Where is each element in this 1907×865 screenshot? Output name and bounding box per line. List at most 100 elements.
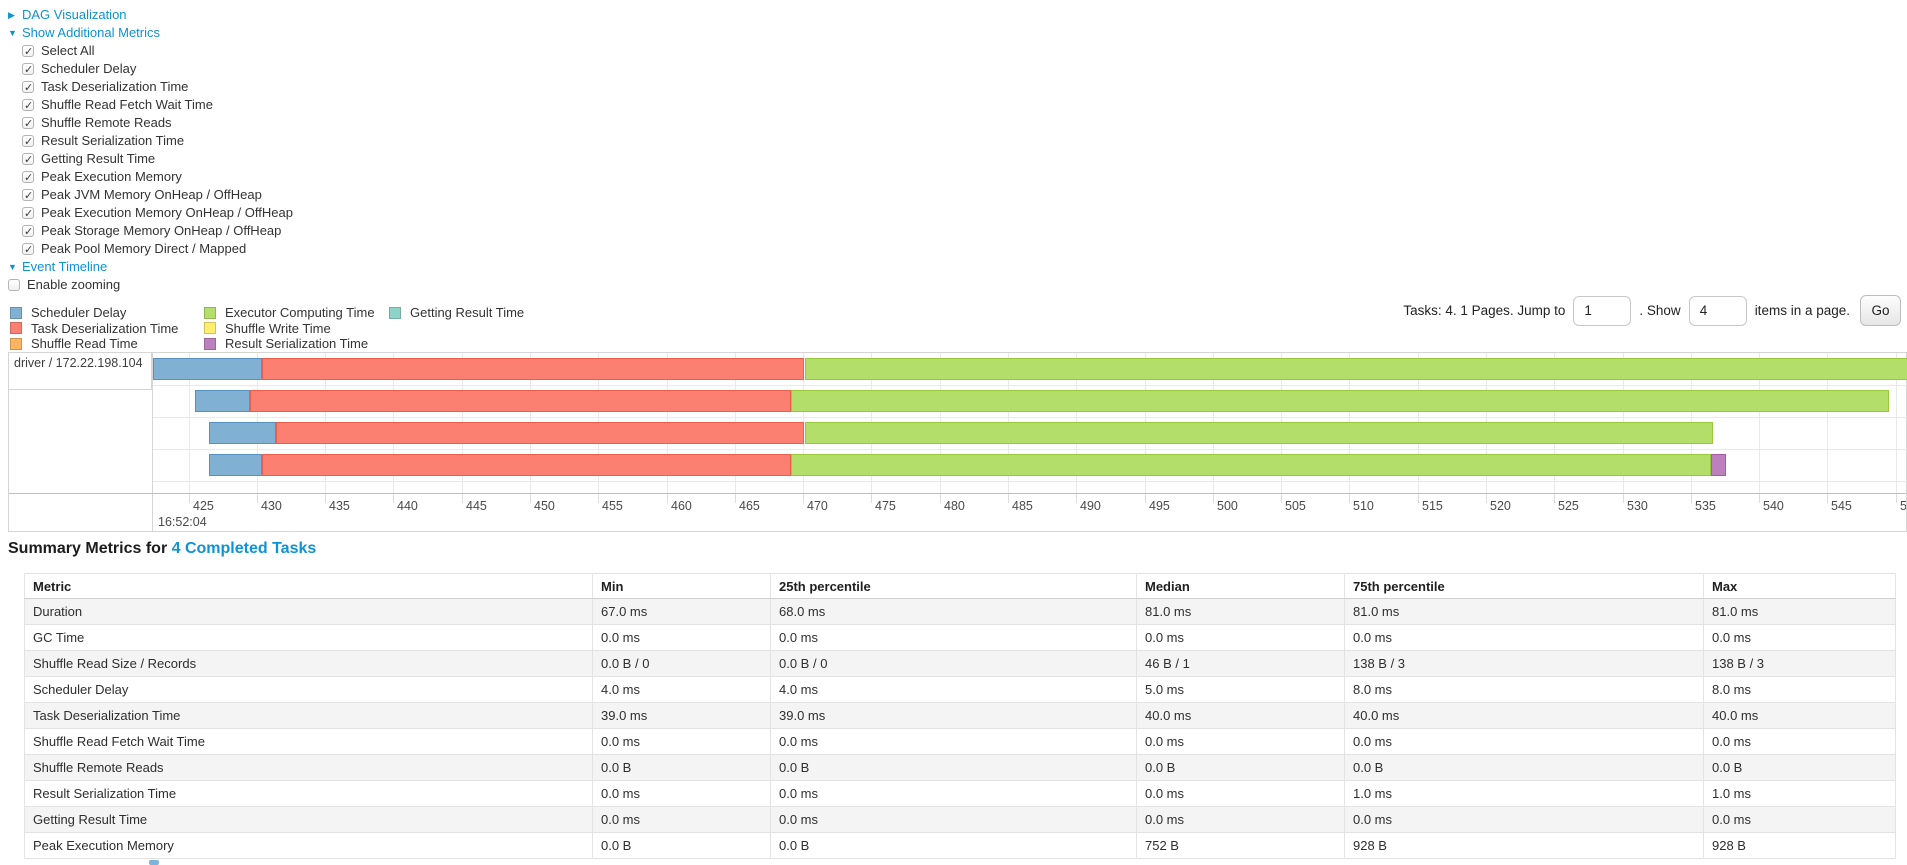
task-bar-segment-executor-computing[interactable] (804, 422, 1713, 444)
task-bar-segment-scheduler-delay[interactable] (209, 454, 263, 476)
axis-tick-mark (1827, 494, 1828, 503)
axis-tick-mark (1896, 494, 1897, 503)
metric-value-cell: 8.0 ms (1344, 676, 1704, 703)
metric-option-row: Peak Execution Memory (8, 168, 293, 187)
legend-entry-shuffle-read-time: Shuffle Read Time (10, 336, 178, 352)
timeline-time-axis: 425 430 435 440 445 450 455 460 465 470 475 480 485 4… (9, 493, 1906, 532)
legend-entry-shuffle-write-time: Shuffle Write Time (204, 321, 375, 337)
axis-tick-mark (189, 494, 190, 503)
metric-value-cell: 928 B (1703, 832, 1896, 859)
task-bar-segment-scheduler-delay[interactable] (209, 422, 276, 444)
metric-option-row: Peak JVM Memory OnHeap / OffHeap (8, 186, 293, 205)
table-row: Duration 67.0 ms 68.0 ms 81.0 ms 81.0 ms 81.0… (24, 598, 1896, 625)
metric-value-cell: 0.0 B (1703, 754, 1896, 781)
timeline-row-divider (153, 385, 1907, 386)
table-row: Task Deserialization Time 39.0 ms 39.0 ms 4… (24, 702, 1896, 729)
checkbox-task-deserialization-time[interactable] (22, 79, 34, 97)
axis-tick-label: 515 (1422, 499, 1443, 513)
metric-value-cell: 40.0 ms (1344, 702, 1704, 729)
metric-name-cell: Scheduler Delay (24, 676, 593, 703)
checkbox-shuffle-read-fetch-wait-time[interactable] (22, 97, 34, 115)
metric-value-cell: 5.0 ms (1136, 676, 1345, 703)
go-button[interactable]: Go (1860, 295, 1901, 326)
checkbox-peak-execution-memory[interactable] (22, 169, 34, 187)
task-bar-segment-task-deserialization[interactable] (250, 390, 791, 412)
event-timeline-toggle[interactable]: ▼ Event Timeline (8, 258, 293, 276)
collapsed-arrow-icon: ▶ (8, 10, 15, 20)
metric-option-row: Result Serialization Time (8, 132, 293, 151)
checkbox-result-serialization-time[interactable] (22, 133, 34, 151)
metric-options-list: Select All Scheduler Delay Task Deserializ… (8, 42, 293, 259)
metric-value-cell: 0.0 ms (592, 728, 771, 755)
task-bar-segment-executor-computing[interactable] (804, 358, 1907, 380)
metric-option-row: Peak Execution Memory OnHeap / OffHeap (8, 204, 293, 223)
legend-entry-result-serialization-time: Result Serialization Time (204, 336, 375, 352)
metric-value-cell: 138 B / 3 (1703, 650, 1896, 677)
metric-option-label: Peak Pool Memory Direct / Mapped (41, 241, 247, 256)
legend-swatch-icon (10, 306, 22, 319)
task-bar-segment-scheduler-delay[interactable] (153, 358, 263, 380)
metric-name-cell: Result Serialization Time (24, 780, 593, 807)
checkbox-shuffle-remote-reads[interactable] (22, 115, 34, 133)
metric-value-cell: 39.0 ms (770, 702, 1137, 729)
summary-title-prefix: Summary Metrics for (8, 540, 168, 557)
axis-tick-mark (1554, 494, 1555, 503)
axis-tick-mark (462, 494, 463, 503)
label-column-divider (152, 353, 153, 531)
table-row: Shuffle Read Size / Records 0.0 B / 0 0.0 … (24, 650, 1896, 677)
event-timeline-chart: driver / 172.22.198.104 425 430 435 440 445 4… (8, 352, 1907, 532)
task-bar-segment-executor-computing[interactable] (790, 454, 1712, 476)
enable-zooming-checkbox[interactable] (8, 279, 20, 291)
summary-metrics-title: Summary Metrics for 4 Completed Tasks (8, 540, 316, 558)
axis-tick-mark (530, 494, 531, 503)
axis-tick-mark (871, 494, 872, 503)
enable-zooming-row: Enable zooming (8, 276, 293, 294)
timeline-group-label: driver / 172.22.198.104 (9, 353, 152, 390)
checkbox-peak-jvm-memory-onheap-offheap[interactable] (22, 187, 34, 205)
checkbox-select-all[interactable] (22, 43, 34, 61)
checkbox-getting-result-time[interactable] (22, 151, 34, 169)
metric-option-row: Shuffle Read Fetch Wait Time (8, 96, 293, 115)
checkbox-peak-storage-memory-onheap-offheap[interactable] (22, 223, 34, 241)
metric-option-row: Scheduler Delay (8, 60, 293, 79)
axis-tick-label: 545 (1831, 499, 1852, 513)
jump-to-page-input[interactable] (1573, 295, 1632, 326)
task-bar-segment-scheduler-delay[interactable] (195, 390, 250, 412)
legend-label: Shuffle Write Time (225, 320, 331, 336)
show-additional-metrics-toggle[interactable]: ▼ Show Additional Metrics (8, 24, 293, 42)
task-bar-segment-task-deserialization[interactable] (275, 422, 805, 444)
metric-value-cell: 46 B / 1 (1136, 650, 1345, 677)
axis-tick-label: 540 (1763, 499, 1784, 513)
checkbox-peak-execution-memory-onheap-offheap[interactable] (22, 205, 34, 223)
summary-header-metric: Metric (24, 573, 593, 599)
table-row: Shuffle Read Fetch Wait Time 0.0 ms 0.0 ms… (24, 728, 1896, 755)
legend-column: Getting Result Time (389, 305, 524, 321)
checkbox-scheduler-delay[interactable] (22, 61, 34, 79)
axis-tick-label: 435 (329, 499, 350, 513)
axis-tick-label: 550 (1900, 499, 1906, 513)
axis-tick-label: 490 (1080, 499, 1101, 513)
task-bar-segment-executor-computing[interactable] (790, 390, 1889, 412)
axis-tick-mark (325, 494, 326, 503)
task-bar-segment-result-serialization[interactable] (1711, 454, 1727, 476)
checkbox-peak-pool-memory-direct-mapped[interactable] (22, 241, 34, 259)
completed-tasks-link[interactable]: 4 Completed Tasks (171, 540, 317, 557)
tasks-page-info: Tasks: 4. 1 Pages. Jump to (1403, 303, 1566, 318)
axis-tick-label: 480 (944, 499, 965, 513)
axis-tick-mark (1145, 494, 1146, 503)
axis-tick-mark (803, 494, 804, 503)
task-bar-segment-task-deserialization[interactable] (262, 358, 805, 380)
items-per-page-input[interactable] (1688, 295, 1747, 326)
metric-value-cell: 0.0 B (770, 754, 1137, 781)
timeline-gridline (1896, 353, 1897, 493)
task-bar-segment-task-deserialization[interactable] (262, 454, 791, 476)
metric-value-cell: 0.0 B (592, 832, 771, 859)
axis-tick-mark (1623, 494, 1624, 503)
dag-visualization-toggle[interactable]: ▶ DAG Visualization (8, 6, 293, 24)
expanded-arrow-icon: ▼ (8, 28, 17, 38)
metric-name-cell: Peak Execution Memory (24, 832, 593, 859)
metric-value-cell: 0.0 ms (592, 780, 771, 807)
metric-value-cell: 4.0 ms (770, 676, 1137, 703)
legend-label: Executor Computing Time (225, 305, 375, 321)
axis-tick-mark (1486, 494, 1487, 503)
